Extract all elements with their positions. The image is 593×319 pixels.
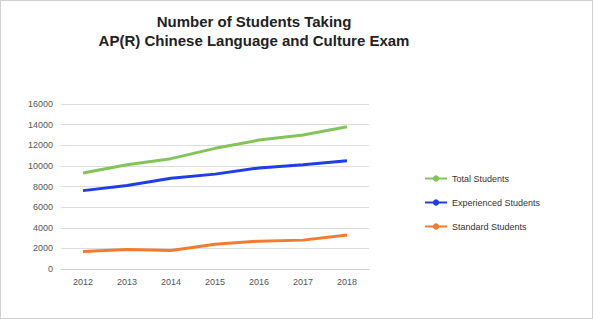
svg-text:0: 0 xyxy=(48,264,53,274)
svg-text:4000: 4000 xyxy=(33,223,53,233)
svg-text:2012: 2012 xyxy=(73,277,93,287)
svg-text:AP(R) Chinese Language and Cul: AP(R) Chinese Language and Culture Exam xyxy=(99,32,410,49)
svg-text:2000: 2000 xyxy=(33,243,53,253)
svg-text:10000: 10000 xyxy=(28,161,53,171)
svg-text:6000: 6000 xyxy=(33,202,53,212)
svg-text:2015: 2015 xyxy=(205,277,225,287)
svg-text:2013: 2013 xyxy=(117,277,137,287)
svg-text:12000: 12000 xyxy=(28,140,53,150)
svg-text:2017: 2017 xyxy=(293,277,313,287)
svg-text:2016: 2016 xyxy=(249,277,269,287)
svg-text:Total Students: Total Students xyxy=(452,174,510,184)
svg-text:Standard Students: Standard Students xyxy=(452,222,527,232)
svg-text:2014: 2014 xyxy=(161,277,181,287)
svg-text:16000: 16000 xyxy=(28,99,53,109)
svg-text:8000: 8000 xyxy=(33,182,53,192)
svg-text:Number of Students Taking: Number of Students Taking xyxy=(157,13,352,30)
svg-text:Experienced Students: Experienced Students xyxy=(452,198,541,208)
svg-text:14000: 14000 xyxy=(28,120,53,130)
svg-text:2018: 2018 xyxy=(337,277,357,287)
